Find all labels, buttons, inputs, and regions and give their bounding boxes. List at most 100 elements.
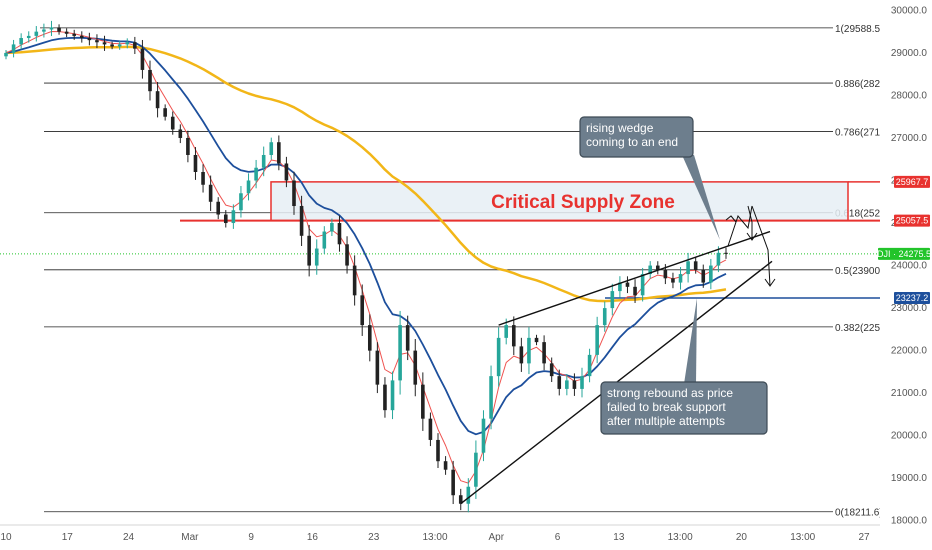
candle-body bbox=[314, 248, 319, 266]
candle-body bbox=[330, 223, 334, 232]
projection-path-2 bbox=[751, 205, 771, 287]
x-tick-label: 20 bbox=[736, 532, 748, 543]
x-tick-label: 27 bbox=[858, 532, 870, 543]
candle-body bbox=[421, 384, 425, 419]
fib-level-label: 0(18211.6) bbox=[835, 508, 883, 519]
candle-body bbox=[102, 42, 107, 45]
candle-body bbox=[322, 231, 327, 249]
arrowhead-down-icon bbox=[764, 278, 776, 287]
candle-body bbox=[57, 27, 61, 32]
candles bbox=[4, 20, 728, 513]
candle-body bbox=[223, 214, 228, 224]
candle-body bbox=[254, 167, 258, 181]
candle-body bbox=[474, 452, 478, 487]
wedge-drawings bbox=[460, 205, 776, 505]
candle-body bbox=[693, 261, 698, 270]
candle-body bbox=[170, 116, 175, 130]
candle-body bbox=[413, 350, 418, 385]
candle-body bbox=[663, 269, 668, 279]
candle-body bbox=[443, 461, 448, 470]
candle-body bbox=[481, 418, 486, 453]
arrowhead-up-icon bbox=[725, 215, 737, 223]
candle-body bbox=[4, 52, 8, 57]
candle-body bbox=[405, 325, 410, 351]
fib-level-label: 0.618(25242.5) bbox=[835, 209, 903, 220]
y-tick-label: 21000.0 bbox=[891, 388, 928, 399]
projection-path-3 bbox=[747, 205, 753, 240]
y-tick-label: 30000.0 bbox=[891, 5, 928, 16]
x-tick-label: Apr bbox=[489, 532, 505, 543]
candle-body bbox=[466, 486, 471, 504]
price-badge-label: 23237.2 bbox=[896, 293, 929, 303]
candle-body bbox=[155, 91, 160, 109]
ema-mid-line bbox=[5, 36, 727, 436]
candle-body bbox=[542, 342, 546, 364]
x-tick-label: 24 bbox=[123, 532, 135, 543]
candle-body bbox=[216, 201, 221, 215]
price-badge-label: 25967.7 bbox=[896, 177, 929, 187]
candle-body bbox=[595, 325, 599, 355]
candle-body bbox=[504, 325, 509, 338]
candle-body bbox=[375, 350, 380, 385]
candle-body bbox=[671, 278, 675, 283]
callout-pointer bbox=[682, 155, 720, 240]
candle-body bbox=[42, 29, 46, 32]
candle-body bbox=[193, 154, 198, 172]
x-tick-label: 9 bbox=[248, 532, 254, 543]
candle-body bbox=[277, 142, 281, 164]
candle-body bbox=[534, 337, 539, 343]
price-badge bbox=[878, 247, 930, 260]
candle-body bbox=[398, 325, 402, 381]
candle-body bbox=[602, 308, 607, 326]
callout-text: rising wedge bbox=[586, 121, 654, 135]
candle-body bbox=[110, 44, 114, 47]
callout-text: coming to an end bbox=[586, 135, 678, 149]
fib-level-label: 0.382(22557.6) bbox=[835, 323, 903, 334]
callout-text: strong rebound as price bbox=[607, 386, 733, 400]
candle-body bbox=[140, 48, 145, 70]
candle-body bbox=[49, 27, 54, 30]
candle-body bbox=[19, 38, 23, 45]
price-badge-label: DJI · 24275.5 bbox=[877, 249, 931, 259]
x-tick-label: 13:00 bbox=[668, 532, 693, 543]
y-tick-label: 28000.0 bbox=[891, 90, 928, 101]
fibonacci-levels: 1(29588.5) 0.886(28291.5) 0.786(27153.8) 0.… bbox=[0, 24, 903, 519]
callout-box bbox=[579, 116, 694, 158]
candle-body bbox=[701, 269, 706, 283]
price-axis-background bbox=[880, 0, 932, 550]
callout-text: failed to break support bbox=[607, 400, 726, 414]
candle-body bbox=[716, 252, 721, 266]
candle-body bbox=[64, 31, 69, 34]
ema-slow-line bbox=[5, 45, 727, 303]
y-tick-label: 19000.0 bbox=[891, 473, 928, 484]
y-tick-label: 29000.0 bbox=[891, 48, 928, 59]
candle-body bbox=[511, 325, 516, 347]
candle-body bbox=[496, 337, 501, 377]
candle-body bbox=[117, 44, 122, 47]
x-tick-label: 16 bbox=[307, 532, 319, 543]
supply-zone: Critical Supply Zone bbox=[180, 181, 880, 222]
price-badge bbox=[894, 175, 930, 188]
candle-body bbox=[709, 265, 713, 283]
candle-body bbox=[565, 380, 569, 389]
candle-body bbox=[87, 38, 92, 41]
candle-body bbox=[625, 282, 630, 287]
candle-body bbox=[428, 418, 433, 440]
candle-body bbox=[345, 244, 349, 266]
x-tick-label: 13:00 bbox=[790, 532, 815, 543]
candle-body bbox=[246, 180, 251, 194]
fib-level-label: 0.886(28291.5) bbox=[835, 79, 903, 90]
candle-body bbox=[678, 274, 683, 283]
fib-level-label: 0.786(27153.8) bbox=[835, 127, 903, 138]
x-tick-label: Mar bbox=[181, 532, 199, 543]
y-tick-label: 22000.0 bbox=[891, 346, 928, 357]
candle-body bbox=[307, 235, 311, 266]
supply-zone-label: Critical Supply Zone bbox=[491, 192, 675, 213]
y-tick-label: 27000.0 bbox=[891, 133, 928, 144]
candle-body bbox=[72, 33, 77, 36]
candle-body bbox=[11, 44, 16, 53]
candle-body bbox=[337, 223, 342, 245]
candle-body bbox=[489, 376, 493, 419]
